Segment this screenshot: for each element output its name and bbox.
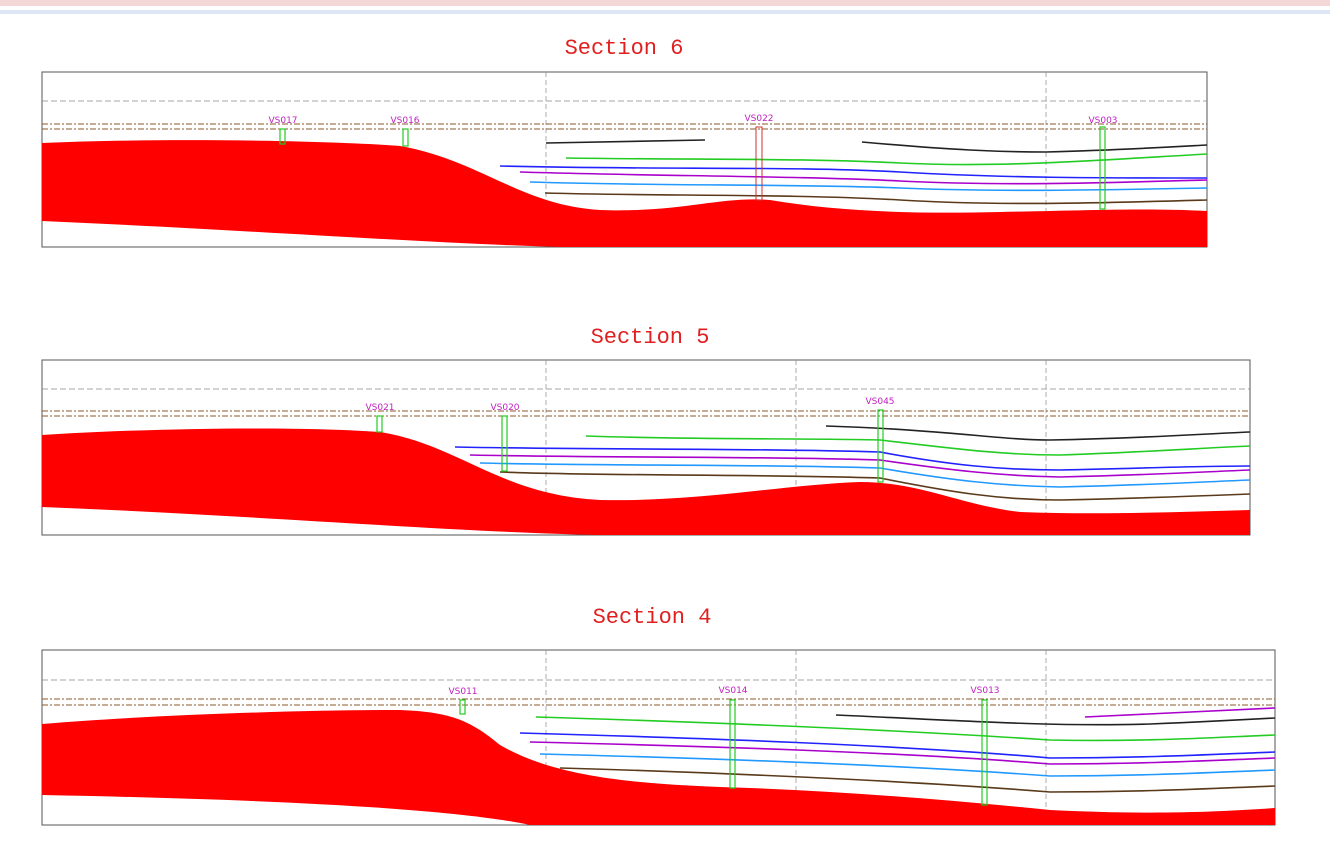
top-band (0, 0, 1330, 6)
borehole-label: VS021 (365, 403, 394, 413)
bedrock (42, 428, 1250, 535)
borehole-label: VS013 (970, 686, 999, 696)
bedrock (42, 140, 1207, 247)
bedrock (42, 710, 1275, 825)
borehole (877, 409, 884, 483)
layer-line (539, 753, 1276, 777)
borehole-label: VS003 (1088, 116, 1117, 126)
section: Section 5 VS021 VS020 VS045 (41, 325, 1251, 536)
borehole-label: VS014 (718, 686, 747, 696)
top-band (0, 10, 1330, 14)
section: Section 4 VS011 VS014 VS013 (41, 605, 1276, 826)
layer-line (559, 767, 1276, 793)
section: Section 6 VS017 VS016 VS022 VS003 (41, 36, 1208, 248)
layer-line (454, 446, 1251, 471)
borehole-label: VS045 (865, 397, 894, 407)
section-title: Section 4 (593, 605, 712, 630)
borehole-label: VS011 (448, 687, 477, 697)
borehole (459, 699, 466, 715)
layer-line (519, 732, 1276, 759)
layer-line (545, 139, 1208, 153)
borehole (1099, 126, 1106, 210)
layer-line (825, 425, 1251, 441)
borehole (755, 126, 763, 201)
layer-line (835, 714, 1276, 726)
borehole-label: VS016 (390, 116, 419, 126)
layer-line (479, 462, 1251, 488)
layer-line (585, 435, 1251, 456)
borehole (501, 415, 508, 472)
borehole-label: VS017 (268, 116, 297, 126)
borehole-label: VS022 (744, 114, 773, 124)
layer-line (519, 171, 1208, 185)
layer-line (499, 471, 1251, 501)
section-title: Section 6 (565, 36, 684, 61)
layer-line (469, 454, 1251, 478)
layer-line (1084, 707, 1276, 718)
section-title: Section 5 (591, 325, 710, 350)
borehole (279, 128, 286, 145)
borehole (376, 415, 383, 433)
layer-line (535, 716, 1276, 742)
borehole (981, 699, 988, 806)
layer-line (499, 165, 1208, 179)
borehole (402, 128, 409, 147)
borehole-label: VS020 (490, 403, 519, 413)
borehole (729, 699, 736, 789)
layer-line (529, 741, 1276, 765)
layer-line (529, 181, 1208, 192)
